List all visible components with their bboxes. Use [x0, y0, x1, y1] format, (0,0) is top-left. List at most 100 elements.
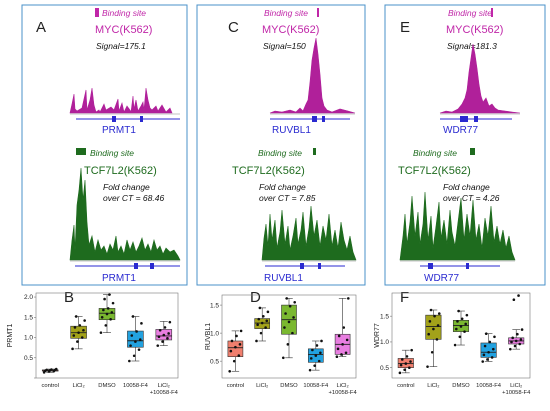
data-point [429, 308, 433, 312]
data-point [410, 348, 413, 352]
gene-exon-c3 [300, 263, 304, 269]
data-point [293, 300, 297, 304]
data-point [134, 340, 137, 343]
data-point [428, 320, 432, 323]
myc-signal-a: Signal=175.1 [96, 41, 146, 51]
data-point [71, 347, 74, 351]
y-tick-label-d: 1.0 [210, 330, 219, 337]
gene-exon-a3 [134, 263, 138, 269]
x-tick-label-f: DMSO [452, 383, 470, 389]
panel-e-frame [384, 4, 546, 286]
gene-label-a2: PRMT1 [102, 273, 136, 284]
panel-c-frame [196, 4, 366, 286]
data-point [433, 314, 436, 318]
data-point [455, 327, 458, 331]
data-point [513, 344, 517, 348]
data-point [264, 326, 267, 329]
tcf-fold2-a: over CT = 68.46 [103, 193, 164, 203]
data-point [157, 335, 161, 339]
panel-a: A Binding site MYC(K562) Signal=175.1 PR… [21, 4, 188, 286]
myc-name-a: MYC(K562) [95, 24, 152, 36]
data-point [512, 298, 516, 301]
data-point [436, 324, 440, 327]
data-point [493, 335, 496, 339]
data-point [342, 326, 346, 329]
data-point [398, 371, 402, 375]
gene-exon-e1 [460, 116, 468, 122]
data-point [464, 322, 467, 326]
data-point [266, 310, 270, 314]
data-point [292, 316, 295, 319]
gene-exon-c1 [312, 116, 317, 122]
gene-exon-e3 [428, 263, 433, 269]
tcf-signal-track-a [69, 167, 181, 261]
data-point [132, 354, 136, 358]
data-point [345, 338, 349, 342]
tcf-binding-mark-a [76, 148, 86, 155]
data-point [287, 320, 291, 324]
data-point [286, 343, 290, 346]
data-point [80, 336, 84, 339]
data-point [458, 335, 462, 339]
data-point [463, 330, 466, 333]
data-point [314, 354, 318, 357]
data-point [54, 367, 58, 371]
data-point [106, 307, 110, 310]
boxplot-b: PRMT1 0.5 1.0 1.5 2.0 control LiCl₂ DMSO 10058-F… [7, 292, 179, 396]
data-point [111, 301, 115, 305]
x-tick-label-f: control [397, 383, 414, 389]
data-point [427, 332, 431, 336]
data-point [459, 325, 463, 328]
data-point [168, 320, 172, 324]
data-point [510, 340, 513, 344]
data-point [131, 315, 135, 318]
x-tick-label-f: LiCl₂ [427, 383, 439, 389]
data-point [335, 355, 339, 358]
data-point [102, 308, 105, 312]
data-point [486, 358, 489, 361]
y-axis-label-b: PRMT1 [7, 324, 14, 348]
data-point [228, 369, 231, 373]
data-point [238, 343, 242, 346]
data-point [281, 356, 285, 360]
data-point [511, 336, 514, 340]
data-point [520, 328, 524, 331]
y-tick-label-b: 1.0 [24, 335, 33, 342]
gene-exon-c2 [322, 116, 325, 122]
gene-label-c2: RUVBL1 [264, 273, 303, 284]
data-point [83, 319, 86, 322]
data-point [403, 368, 406, 372]
x-tick-label-b: DMSO [98, 383, 116, 389]
myc-name-c: MYC(K562) [262, 24, 319, 36]
data-point [156, 344, 160, 347]
data-point [516, 332, 519, 336]
tcf-signal-track-e [399, 191, 516, 261]
gene-label-e1: WDR77 [443, 125, 478, 136]
data-point [400, 358, 404, 361]
data-point [259, 331, 263, 335]
data-point [74, 315, 78, 318]
data-point [509, 347, 512, 351]
data-point [256, 323, 259, 327]
myc-signal-c: Signal=150 [263, 41, 306, 51]
data-point [108, 293, 111, 296]
data-point [311, 348, 314, 352]
data-point [405, 355, 409, 358]
panel-d-letter: D [250, 289, 261, 306]
x-tick-label-b: LiCl₂ [72, 383, 84, 389]
data-point [166, 337, 169, 340]
data-point [435, 338, 439, 341]
x-tick-label-f: +10058-F4 [502, 390, 531, 396]
data-point [161, 340, 164, 343]
data-point [230, 339, 234, 343]
tcf-fold2-c: over CT = 7.85 [259, 193, 316, 203]
data-point [465, 313, 469, 317]
data-point [490, 356, 494, 359]
data-point [110, 311, 114, 314]
data-point [100, 315, 104, 319]
data-point [404, 362, 408, 365]
data-point [104, 324, 108, 327]
gene-exon-a4 [150, 263, 154, 269]
tcf-fold1-e: Fold change [443, 182, 490, 192]
data-point [235, 334, 238, 338]
